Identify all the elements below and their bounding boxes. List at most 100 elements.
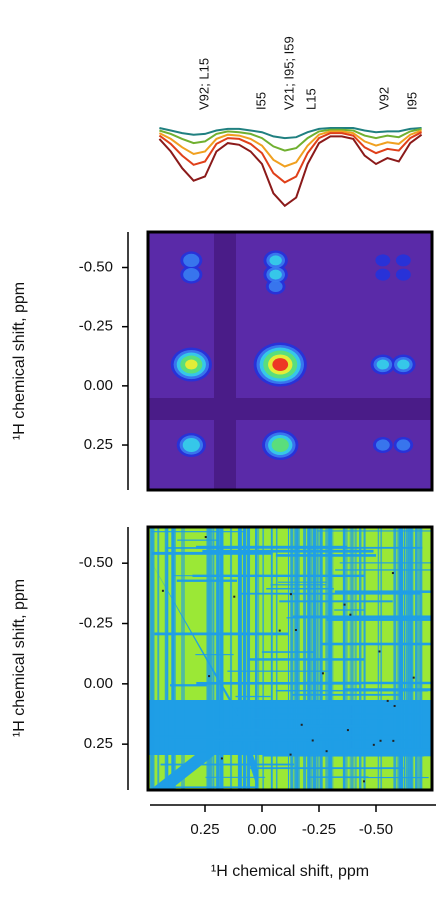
- texture: [276, 701, 416, 705]
- texture: [292, 615, 432, 618]
- texture: [289, 753, 292, 756]
- contour-panel-1: [148, 232, 432, 490]
- texture: [216, 527, 220, 790]
- texture: [362, 780, 365, 783]
- texture: [295, 546, 423, 549]
- texture: [304, 703, 395, 706]
- contour-peak: [376, 359, 390, 370]
- texture: [212, 527, 215, 790]
- texture: [213, 739, 313, 742]
- texture: [326, 618, 432, 621]
- texture: [386, 699, 389, 702]
- texture: [343, 603, 346, 606]
- texture: [416, 527, 420, 790]
- texture: [420, 527, 422, 790]
- texture: [266, 588, 334, 590]
- texture: [300, 724, 369, 728]
- texture: [279, 600, 393, 603]
- texture: [346, 729, 349, 732]
- contour-peak: [271, 438, 289, 453]
- texture: [345, 776, 429, 779]
- texture: [208, 675, 211, 678]
- texture: [236, 707, 327, 709]
- y-tick-label: 0.25: [84, 436, 113, 453]
- texture: [372, 743, 375, 746]
- contour-peak: [396, 439, 411, 451]
- texture: [294, 629, 297, 632]
- spectrum-line: [159, 127, 422, 152]
- contour-panel-2: [148, 527, 432, 790]
- y-tick-label: 0.25: [84, 735, 113, 752]
- contour-peak: [397, 359, 410, 370]
- texture: [379, 739, 382, 742]
- texture: [152, 735, 332, 737]
- band: [148, 398, 432, 420]
- texture: [188, 751, 327, 753]
- texture: [165, 547, 249, 549]
- texture: [317, 530, 432, 532]
- texture: [320, 642, 432, 646]
- x-axis-label: ¹H chemical shift, ppm: [211, 863, 369, 880]
- panel-frame: [146, 230, 434, 492]
- texture: [248, 658, 365, 661]
- texture: [289, 593, 292, 596]
- texture: [213, 728, 304, 731]
- texture: [349, 613, 352, 616]
- texture: [252, 717, 388, 720]
- texture: [195, 654, 234, 656]
- texture: [154, 632, 289, 636]
- texture: [261, 651, 314, 653]
- texture: [408, 527, 412, 790]
- contour-peak: [268, 280, 283, 293]
- peak-label: L15: [303, 88, 318, 110]
- texture: [170, 684, 207, 687]
- x-tick-label: -0.25: [302, 821, 336, 838]
- texture: [250, 767, 404, 770]
- texture: [378, 650, 381, 653]
- texture: [335, 569, 432, 571]
- x-tick-label: -0.50: [359, 821, 393, 838]
- texture: [334, 609, 365, 611]
- texture: [196, 545, 348, 549]
- contour-peak: [375, 254, 391, 267]
- texture: [173, 575, 298, 577]
- texture: [151, 531, 244, 533]
- spectrum-line: [158, 129, 422, 168]
- contour-peak: [375, 268, 391, 281]
- peak-label: I55: [253, 92, 268, 110]
- texture: [321, 672, 324, 675]
- peak-label: V92; L15: [196, 58, 211, 110]
- y-tick-label: -0.50: [79, 554, 113, 571]
- y-tick-label: -0.25: [79, 318, 113, 335]
- texture: [392, 739, 395, 742]
- texture: [277, 581, 327, 583]
- texture: [308, 753, 432, 757]
- texture: [292, 693, 403, 696]
- contour-peak: [269, 269, 282, 280]
- texture: [400, 527, 403, 790]
- texture: [205, 776, 266, 778]
- texture: [334, 590, 432, 593]
- contour-peak: [182, 438, 200, 453]
- texture: [414, 527, 418, 790]
- texture: [229, 527, 233, 790]
- texture: [150, 527, 154, 790]
- texture: [380, 527, 383, 790]
- y-axis-label: ¹H chemical shift, ppm: [11, 579, 28, 737]
- x-tick-label: 0.00: [247, 821, 276, 838]
- y-tick-label: -0.50: [79, 258, 113, 275]
- texture: [235, 695, 271, 698]
- texture: [377, 527, 380, 790]
- texture: [165, 786, 258, 789]
- contour-peak: [272, 358, 289, 371]
- texture: [176, 579, 238, 582]
- x-tick-label: 0.25: [190, 821, 219, 838]
- contour-peak: [395, 268, 411, 281]
- texture: [233, 595, 236, 598]
- y-tick-label: 0.00: [84, 675, 113, 692]
- texture: [363, 527, 366, 790]
- spectrum-line: [159, 127, 422, 140]
- texture: [243, 527, 246, 790]
- texture: [160, 763, 295, 766]
- contour-peak: [395, 254, 411, 267]
